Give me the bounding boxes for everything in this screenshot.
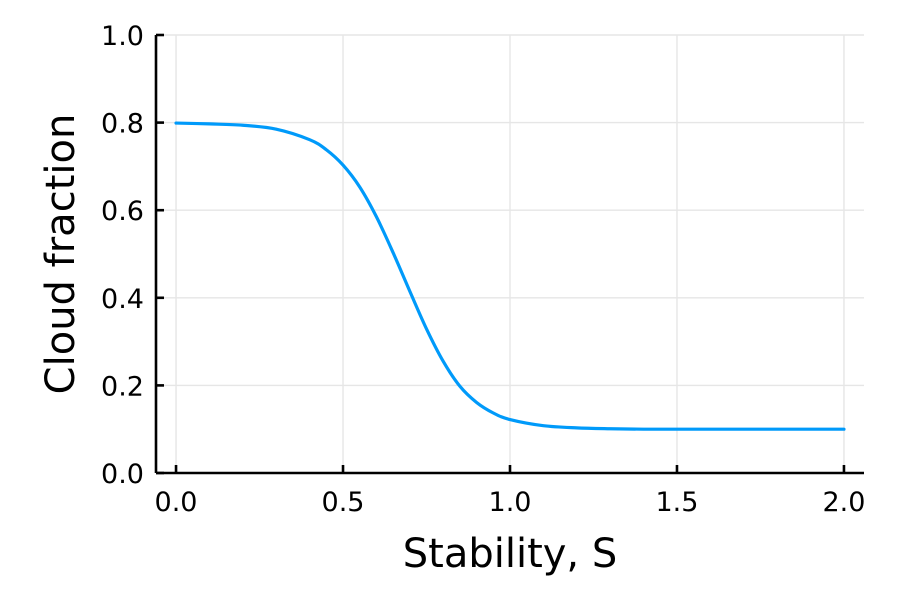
y-tick-label-3: 0.6	[101, 196, 144, 227]
y-tick-label-2: 0.4	[101, 284, 144, 315]
x-tick-label-3: 1.5	[656, 487, 699, 518]
y-tick-label-1: 0.2	[101, 371, 144, 402]
series-layer	[174, 121, 846, 431]
x-axis-title: Stability, S	[403, 531, 618, 577]
series-line-0	[174, 121, 846, 431]
y-tick-label-4: 0.8	[101, 109, 144, 140]
x-tick-label-4: 2.0	[822, 487, 865, 518]
y-axis-title: Cloud fraction	[38, 114, 84, 395]
grid	[156, 34, 864, 474]
x-tick-label-2: 1.0	[489, 487, 532, 518]
x-tick-label-1: 0.5	[322, 487, 365, 518]
y-tick-label-5: 1.0	[101, 21, 144, 52]
ticks: 0.0 0.5 1.0 1.5 2.0 0.0 0.2 0.4 0.6 0.8 1.0	[101, 21, 865, 518]
x-tick-label-0: 0.0	[155, 487, 198, 518]
y-tick-label-0: 0.0	[101, 459, 144, 490]
